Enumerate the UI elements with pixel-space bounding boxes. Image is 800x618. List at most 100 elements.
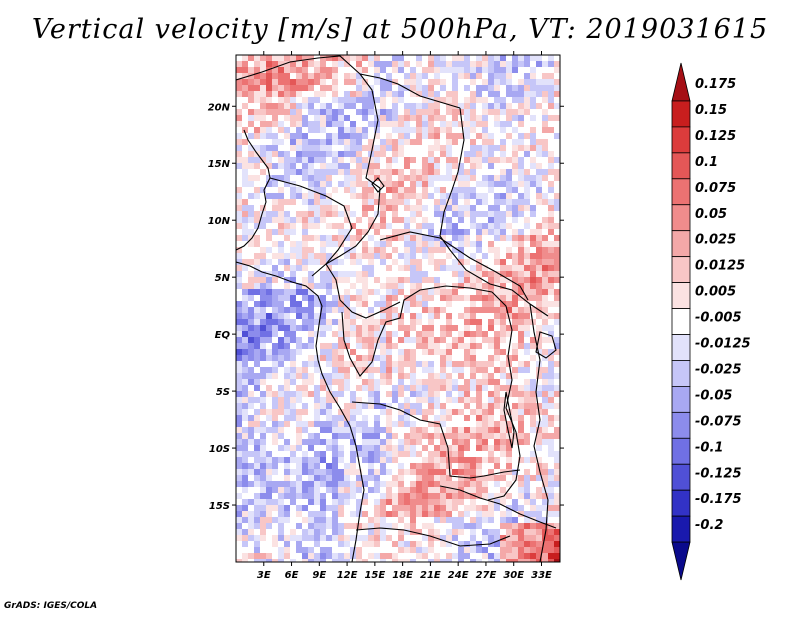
- field-cell: [464, 55, 470, 61]
- field-cell: [452, 439, 458, 445]
- field-cell: [350, 181, 356, 187]
- field-cell: [476, 151, 482, 157]
- field-cell: [548, 169, 554, 175]
- field-cell: [518, 523, 524, 529]
- field-cell: [476, 367, 482, 373]
- field-cell: [506, 541, 512, 547]
- field-cell: [368, 457, 374, 463]
- field-cell: [524, 469, 530, 475]
- field-cell: [440, 337, 446, 343]
- field-cell: [452, 535, 458, 541]
- field-cell: [242, 517, 248, 523]
- field-cell: [518, 547, 524, 553]
- field-cell: [422, 193, 428, 199]
- field-cell: [374, 391, 380, 397]
- field-cell: [464, 541, 470, 547]
- field-cell: [422, 343, 428, 349]
- field-cell: [260, 145, 266, 151]
- field-cell: [524, 73, 530, 79]
- field-cell: [410, 505, 416, 511]
- field-cell: [428, 361, 434, 367]
- field-cell: [368, 397, 374, 403]
- field-cell: [302, 151, 308, 157]
- field-cell: [272, 421, 278, 427]
- field-cell: [368, 541, 374, 547]
- field-cell: [308, 289, 314, 295]
- field-cell: [308, 139, 314, 145]
- field-cell: [434, 79, 440, 85]
- field-cell: [272, 397, 278, 403]
- field-cell: [422, 553, 428, 559]
- field-cell: [278, 547, 284, 553]
- field-cell: [398, 391, 404, 397]
- field-cell: [314, 121, 320, 127]
- field-cell: [344, 535, 350, 541]
- field-cell: [530, 139, 536, 145]
- field-cell: [464, 229, 470, 235]
- field-cell: [506, 121, 512, 127]
- field-cell: [512, 217, 518, 223]
- field-cell: [548, 535, 554, 541]
- field-cell: [494, 403, 500, 409]
- field-cell: [536, 445, 542, 451]
- field-cell: [368, 463, 374, 469]
- field-cell: [404, 79, 410, 85]
- field-cell: [362, 193, 368, 199]
- field-cell: [554, 463, 560, 469]
- field-cell: [326, 271, 332, 277]
- country-borders: [236, 55, 557, 562]
- field-cell: [410, 313, 416, 319]
- field-cell: [428, 475, 434, 481]
- field-cell: [548, 487, 554, 493]
- field-cell: [524, 403, 530, 409]
- field-cell: [386, 223, 392, 229]
- field-cell: [434, 445, 440, 451]
- field-cell: [284, 55, 290, 61]
- field-cell: [488, 409, 494, 415]
- field-cell: [326, 379, 332, 385]
- field-cell: [422, 295, 428, 301]
- field-cell: [296, 283, 302, 289]
- field-cell: [380, 529, 386, 535]
- field-cell: [548, 439, 554, 445]
- field-cell: [422, 301, 428, 307]
- field-cell: [482, 535, 488, 541]
- field-cell: [278, 421, 284, 427]
- field-cell: [392, 127, 398, 133]
- field-cell: [362, 445, 368, 451]
- field-cell: [458, 553, 464, 559]
- colorbar-label: -0.125: [695, 466, 742, 481]
- field-cell: [506, 85, 512, 91]
- field-cell: [470, 169, 476, 175]
- field-cell: [398, 505, 404, 511]
- field-cell: [266, 157, 272, 163]
- field-cell: [314, 169, 320, 175]
- field-cell: [452, 67, 458, 73]
- field-cell: [398, 463, 404, 469]
- field-cell: [476, 403, 482, 409]
- field-cell: [404, 253, 410, 259]
- field-cell: [464, 355, 470, 361]
- field-cell: [410, 451, 416, 457]
- field-cell: [428, 127, 434, 133]
- field-cell: [344, 487, 350, 493]
- field-cell: [308, 277, 314, 283]
- field-cell: [356, 259, 362, 265]
- field-cell: [470, 139, 476, 145]
- field-cell: [272, 73, 278, 79]
- field-cell: [326, 325, 332, 331]
- field-cell: [284, 385, 290, 391]
- field-cell: [338, 121, 344, 127]
- field-cell: [500, 289, 506, 295]
- field-cell: [350, 523, 356, 529]
- field-cell: [404, 217, 410, 223]
- field-cell: [536, 403, 542, 409]
- field-cell: [248, 535, 254, 541]
- field-cell: [548, 163, 554, 169]
- field-cell: [278, 163, 284, 169]
- field-cell: [368, 391, 374, 397]
- field-cell: [302, 427, 308, 433]
- field-cell: [398, 499, 404, 505]
- field-cell: [488, 301, 494, 307]
- field-cell: [308, 247, 314, 253]
